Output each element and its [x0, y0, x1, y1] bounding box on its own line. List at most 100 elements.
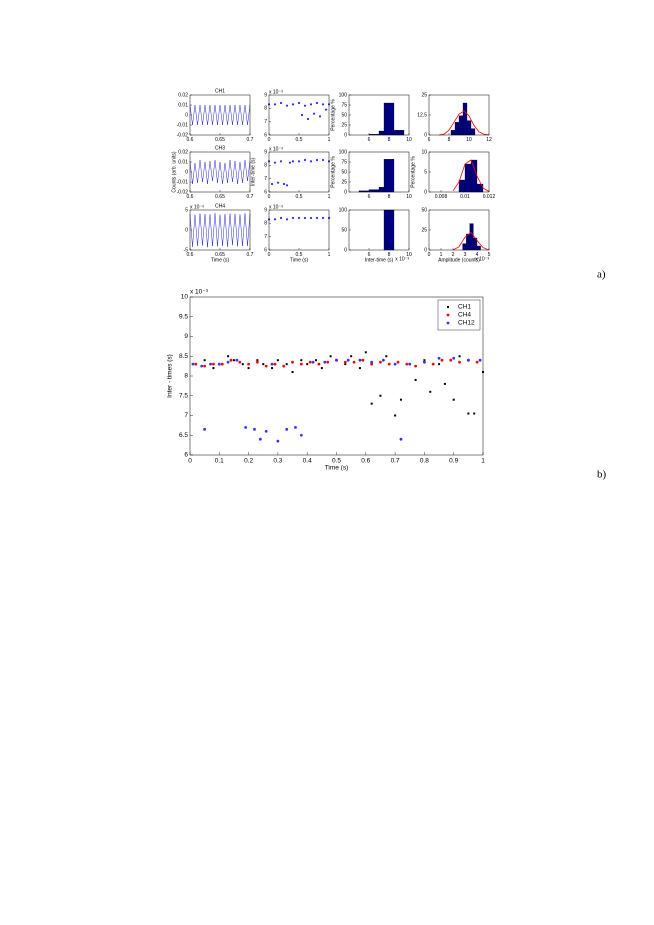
point	[306, 363, 309, 366]
x-tick-label: 1	[328, 194, 331, 200]
histogram-bar	[470, 128, 476, 136]
point	[258, 437, 262, 441]
y-tick-label: 9	[264, 149, 267, 155]
histogram-bar	[458, 179, 466, 193]
point	[452, 398, 455, 401]
y-tick-label: 0	[185, 169, 188, 175]
point	[282, 364, 286, 368]
x-tick-label: 5	[488, 252, 491, 258]
point	[276, 359, 279, 362]
y-axis-label: Inter-time (s)	[250, 158, 256, 187]
point	[317, 362, 321, 366]
point	[276, 181, 280, 184]
point	[212, 367, 215, 370]
x-tick-label: 0.3	[273, 458, 282, 465]
y-tick-label: -0.02	[177, 132, 189, 138]
point	[352, 360, 356, 364]
y-tick-label: 6	[264, 189, 267, 195]
point	[191, 362, 195, 366]
x-tick-label: 0.4	[303, 458, 312, 465]
y-tick-label: 100	[339, 207, 348, 213]
plot-frame	[428, 151, 490, 193]
y-tick-label: 0	[344, 189, 347, 195]
point	[282, 182, 286, 186]
point	[264, 429, 268, 433]
x-tick-label: 10	[406, 252, 412, 258]
point	[306, 117, 310, 121]
y-tick-label: 6.5	[179, 432, 188, 439]
point	[358, 367, 361, 370]
point	[271, 367, 274, 370]
x-tick-label: 0.1	[215, 458, 224, 465]
point	[361, 358, 365, 362]
histogram-bar	[383, 209, 395, 251]
y-tick-label: 6	[184, 452, 188, 459]
panel-title: CH3	[215, 145, 225, 151]
point	[303, 216, 307, 220]
y-tick-label: 0	[344, 247, 347, 253]
x-tick-label: 0.65	[215, 194, 225, 200]
x-tick-label: 2	[452, 252, 455, 258]
point	[244, 425, 248, 429]
point	[285, 427, 289, 431]
histogram-bar	[466, 120, 472, 136]
point	[299, 362, 303, 366]
point	[291, 371, 294, 374]
point	[408, 362, 412, 366]
y-tick-label: 7	[264, 234, 267, 240]
y-tick-label: 50	[341, 112, 347, 118]
histogram-bar	[476, 183, 484, 193]
plot-frame	[268, 209, 330, 251]
legend-box	[437, 299, 481, 331]
figure-label: a)	[597, 269, 606, 281]
plot-frame	[348, 209, 410, 251]
signal-line	[189, 104, 251, 126]
y-axis-label: Percentage %	[330, 156, 336, 188]
legend-marker	[446, 321, 450, 325]
y-tick-label: 7	[264, 176, 267, 182]
histogram-bar	[458, 115, 464, 136]
x-axis-label: Time (s)	[290, 257, 308, 263]
point	[324, 108, 328, 111]
y-tick-label: 6	[264, 132, 267, 138]
x-tick-label: 1	[440, 252, 443, 258]
y-tick-label: 8	[264, 163, 267, 169]
point	[393, 362, 397, 366]
x-tick-label: 0	[268, 194, 271, 200]
point	[303, 104, 307, 107]
point	[264, 364, 268, 368]
x-tick-label: 4	[476, 252, 479, 258]
point	[300, 359, 303, 362]
x-tick-label: 0.5	[296, 252, 303, 258]
point	[423, 359, 426, 362]
point	[438, 363, 441, 366]
y-tick-label: 0	[424, 189, 427, 195]
histogram-bar	[383, 159, 395, 193]
y-tick-label: 25	[341, 179, 347, 185]
histogram-bar	[464, 163, 472, 193]
x-tick-label: 3	[464, 252, 467, 258]
histogram-bar	[378, 130, 385, 136]
x-tick-label: 0.5	[332, 458, 341, 465]
histogram-bar	[383, 102, 395, 136]
x-tick-label: 0	[428, 252, 431, 258]
point	[309, 216, 313, 220]
x-tick-label: 8	[388, 194, 391, 200]
legend-marker	[447, 306, 449, 308]
point	[379, 394, 382, 397]
y-tick-label: 0	[185, 112, 188, 118]
x-tick-label: 0.6	[187, 194, 194, 200]
y-tick-label: 50	[341, 227, 347, 233]
point	[303, 158, 307, 162]
x-tick-label: 10	[406, 137, 412, 143]
x-scale-factor: x 10⁻³	[475, 256, 489, 262]
point	[466, 358, 470, 362]
point	[209, 362, 212, 366]
figure-label: b)	[597, 469, 607, 481]
x-tick-label: 0	[268, 252, 271, 258]
point	[270, 362, 274, 366]
point	[315, 101, 319, 105]
point	[379, 360, 382, 364]
x-axis-label: Amplitude (counts)	[438, 257, 480, 263]
point	[329, 355, 332, 358]
